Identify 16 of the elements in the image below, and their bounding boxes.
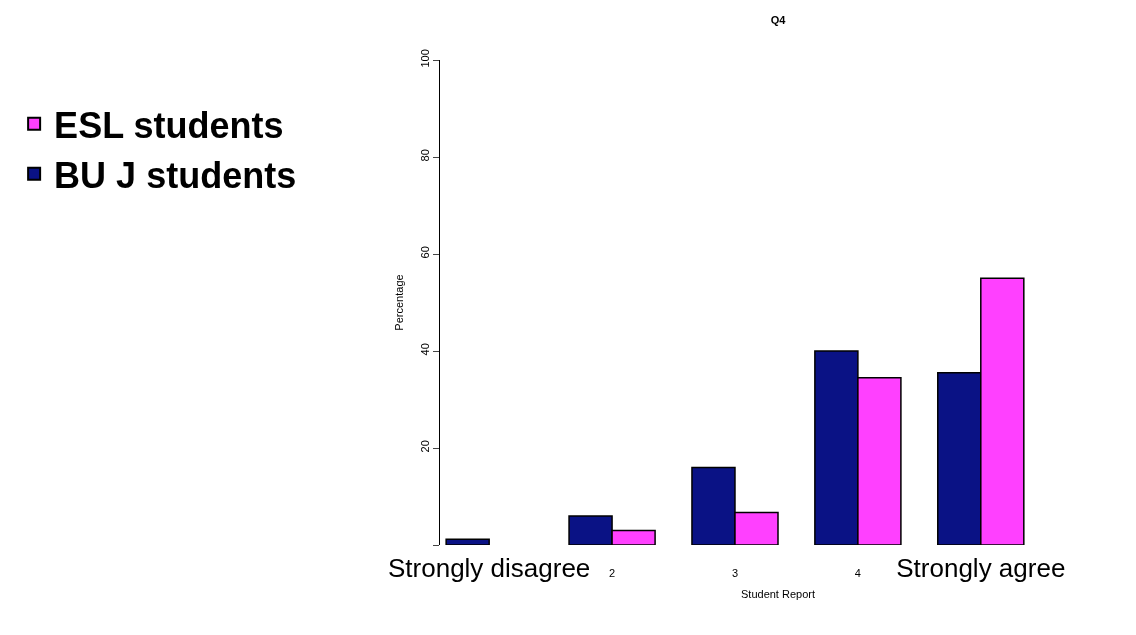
x-axis-title: Student Report: [741, 588, 815, 601]
y-tick-label: 100: [418, 49, 431, 68]
chart-title: Q4: [770, 13, 787, 26]
y-tick-label: 40: [418, 343, 431, 356]
bar: [445, 538, 490, 545]
y-axis-title: Percentage: [393, 274, 406, 331]
x-tick-label: 3: [731, 567, 739, 579]
x-tick-label: 4: [854, 567, 861, 579]
x-tick-label: Strongly agree: [896, 553, 1066, 583]
y-tick-label: 60: [418, 246, 431, 259]
x-tick-label: Strongly disagree: [387, 553, 591, 583]
x-tick-label: 2: [609, 567, 616, 579]
legend-label: BU J students: [54, 154, 297, 196]
y-tick-label: 20: [418, 440, 431, 453]
y-tick-label: 80: [418, 149, 431, 162]
legend-label: ESL students: [54, 104, 284, 146]
